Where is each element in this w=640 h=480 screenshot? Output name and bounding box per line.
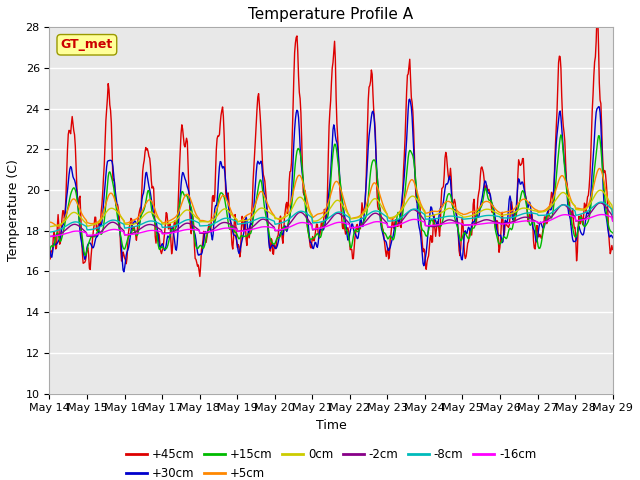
+5cm (45, 219, 53, 225)
+5cm (202, 218, 209, 224)
+45cm (171, 218, 179, 224)
-2cm (201, 230, 209, 236)
-16cm (201, 229, 209, 235)
+30cm (120, 269, 128, 275)
+15cm (172, 226, 179, 231)
-16cm (45, 233, 53, 239)
0cm (416, 202, 424, 207)
-8cm (45, 229, 53, 235)
+15cm (417, 220, 424, 226)
+15cm (115, 220, 122, 226)
0cm (201, 219, 209, 225)
-2cm (56, 231, 63, 237)
+15cm (202, 240, 209, 245)
+45cm (45, 256, 53, 262)
-16cm (416, 217, 424, 223)
-2cm (171, 228, 179, 234)
+15cm (56, 238, 63, 243)
0cm (596, 187, 604, 193)
+45cm (417, 217, 424, 223)
-16cm (598, 212, 605, 217)
+45cm (202, 240, 209, 245)
-8cm (399, 213, 407, 219)
+30cm (172, 246, 179, 252)
0cm (45, 224, 53, 229)
-8cm (416, 208, 424, 214)
-2cm (45, 234, 53, 240)
Title: Temperature Profile A: Temperature Profile A (248, 7, 413, 22)
+30cm (56, 236, 63, 242)
+5cm (401, 198, 408, 204)
Line: 0cm: 0cm (49, 190, 612, 227)
Y-axis label: Temperature (C): Temperature (C) (7, 159, 20, 262)
+30cm (114, 209, 122, 215)
-2cm (399, 216, 407, 222)
Line: -16cm: -16cm (49, 215, 612, 236)
+5cm (595, 166, 603, 171)
-8cm (609, 212, 616, 217)
+45cm (609, 247, 616, 252)
X-axis label: Time: Time (316, 419, 346, 432)
Line: -2cm: -2cm (49, 203, 612, 237)
Line: -8cm: -8cm (49, 202, 612, 232)
+15cm (401, 197, 408, 203)
+30cm (609, 235, 616, 240)
Legend: +45cm, +30cm, +15cm, +5cm, 0cm, -2cm, -8cm, -16cm: +45cm, +30cm, +15cm, +5cm, 0cm, -2cm, -8… (121, 444, 541, 480)
0cm (399, 204, 407, 210)
-16cm (399, 220, 407, 226)
0cm (171, 218, 179, 224)
0cm (609, 207, 616, 213)
Line: +45cm: +45cm (49, 14, 612, 276)
+5cm (172, 214, 179, 220)
+15cm (557, 132, 564, 138)
+5cm (417, 201, 424, 206)
+45cm (594, 11, 602, 17)
-8cm (201, 223, 209, 228)
-8cm (171, 223, 179, 228)
Line: +15cm: +15cm (49, 135, 612, 255)
+30cm (418, 242, 426, 248)
-2cm (114, 222, 122, 228)
+15cm (609, 230, 616, 236)
+45cm (56, 241, 63, 247)
-16cm (56, 232, 63, 238)
-16cm (114, 227, 122, 233)
-8cm (597, 199, 605, 205)
-16cm (609, 218, 616, 224)
-2cm (416, 212, 424, 217)
-8cm (56, 227, 63, 232)
Line: +30cm: +30cm (49, 99, 612, 272)
-16cm (171, 229, 179, 235)
+30cm (401, 173, 408, 179)
-2cm (596, 200, 604, 206)
-2cm (609, 217, 616, 223)
0cm (114, 209, 122, 215)
+45cm (196, 274, 204, 279)
-8cm (114, 218, 122, 224)
+15cm (82, 252, 90, 258)
0cm (56, 222, 63, 228)
+5cm (115, 208, 122, 214)
+30cm (45, 245, 53, 251)
+15cm (45, 248, 53, 253)
+30cm (202, 228, 209, 234)
Line: +5cm: +5cm (49, 168, 612, 227)
+45cm (114, 202, 122, 207)
+5cm (609, 211, 616, 216)
+45cm (401, 154, 408, 159)
+5cm (56, 223, 64, 228)
+5cm (54, 224, 62, 229)
+30cm (406, 96, 413, 102)
Text: GT_met: GT_met (61, 38, 113, 51)
